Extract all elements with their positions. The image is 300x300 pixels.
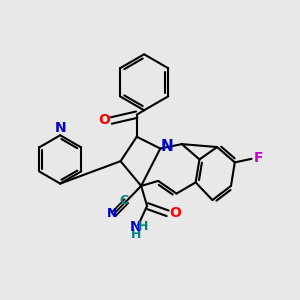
Text: F: F: [253, 151, 263, 165]
Text: N: N: [107, 207, 117, 220]
Text: O: O: [169, 206, 181, 220]
Text: H: H: [131, 228, 141, 241]
Text: O: O: [98, 113, 110, 127]
Text: N: N: [130, 220, 142, 234]
Text: N: N: [54, 121, 66, 135]
Text: H: H: [138, 220, 149, 233]
Text: N: N: [160, 139, 173, 154]
Text: C: C: [119, 194, 129, 207]
